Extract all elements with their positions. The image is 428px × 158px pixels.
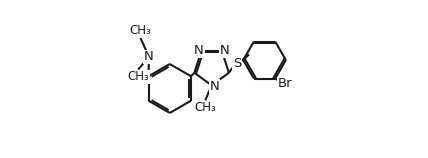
- Text: S: S: [233, 58, 241, 70]
- Text: CH₃: CH₃: [130, 24, 152, 37]
- Text: N: N: [209, 80, 219, 93]
- Text: CH₃: CH₃: [127, 70, 149, 83]
- Text: Br: Br: [278, 77, 292, 90]
- Text: CH₃: CH₃: [194, 101, 216, 114]
- Text: N: N: [194, 44, 204, 57]
- Text: N: N: [220, 44, 229, 57]
- Text: N: N: [144, 50, 154, 63]
